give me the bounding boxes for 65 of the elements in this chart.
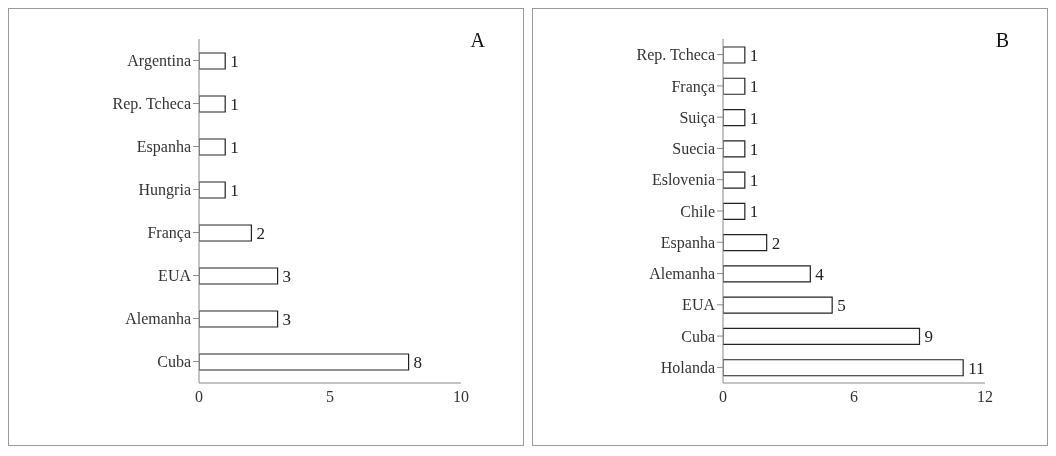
data-label: 1 xyxy=(230,52,239,72)
x-tick-label: 10 xyxy=(453,388,469,406)
data-label: 8 xyxy=(413,353,423,373)
y-tick-label: Suecia xyxy=(672,140,715,158)
y-tick-label: EUA xyxy=(158,267,192,285)
y-tick-label: Cuba xyxy=(681,327,715,345)
bar xyxy=(723,296,833,314)
y-tick-label: Holanda xyxy=(660,359,715,377)
data-label: 4 xyxy=(815,264,825,284)
y-tick-label: Chile xyxy=(680,202,715,220)
bar xyxy=(199,95,226,113)
x-tick-label: 0 xyxy=(195,388,203,406)
bar xyxy=(723,359,964,377)
bar xyxy=(199,138,226,156)
data-label: 1 xyxy=(749,139,759,159)
bar xyxy=(199,52,226,70)
bar xyxy=(723,202,746,220)
y-tick-label: Cuba xyxy=(157,353,191,371)
data-label: 11 xyxy=(968,358,985,378)
y-tick-label: Argentina xyxy=(127,52,191,71)
y-tick-label: Suiça xyxy=(679,108,715,127)
y-tick-label: EUA xyxy=(682,296,716,314)
bar xyxy=(723,108,746,127)
bar xyxy=(723,265,811,283)
bar xyxy=(723,77,746,95)
y-tick-label: Espanha xyxy=(660,233,715,252)
bar xyxy=(723,140,746,158)
data-label: 2 xyxy=(771,233,781,253)
x-tick-label: 5 xyxy=(326,388,334,406)
bar xyxy=(199,267,279,285)
chart-title: A xyxy=(470,29,486,51)
y-tick-label: Alemanha xyxy=(649,265,715,283)
y-tick-label: Espanha xyxy=(136,138,191,157)
y-tick-label: Rep. Tcheca xyxy=(636,46,715,65)
data-label: 1 xyxy=(230,138,239,158)
data-label: 3 xyxy=(282,267,292,287)
bar xyxy=(199,310,279,328)
data-label: 1 xyxy=(230,95,239,115)
y-tick-label: Rep. Tcheca xyxy=(112,95,191,114)
data-label: 1 xyxy=(749,77,759,97)
y-tick-label: França xyxy=(147,224,191,243)
bar xyxy=(199,353,410,371)
data-label: 9 xyxy=(924,327,933,347)
y-tick-label: Hungria xyxy=(138,181,191,200)
data-label: 1 xyxy=(230,181,239,201)
data-label: 1 xyxy=(749,202,759,222)
x-tick-label: 12 xyxy=(977,388,993,406)
y-tick-label: França xyxy=(671,77,715,96)
bar xyxy=(723,46,746,64)
x-tick-label: 0 xyxy=(719,388,727,406)
data-label: 3 xyxy=(282,310,292,330)
bar xyxy=(723,327,921,346)
bar xyxy=(723,234,768,252)
data-label: 2 xyxy=(256,224,265,244)
bar xyxy=(199,181,226,199)
data-label: 1 xyxy=(749,46,759,66)
bar xyxy=(723,171,746,189)
y-tick-label: Alemanha xyxy=(125,310,191,328)
data-label: 1 xyxy=(749,108,759,128)
data-label: 1 xyxy=(749,171,759,191)
x-tick-label: 6 xyxy=(850,388,858,406)
y-tick-label: Eslovenia xyxy=(651,171,715,189)
bar xyxy=(199,224,252,242)
chart-title: B xyxy=(995,29,1009,51)
data-label: 5 xyxy=(837,296,846,316)
